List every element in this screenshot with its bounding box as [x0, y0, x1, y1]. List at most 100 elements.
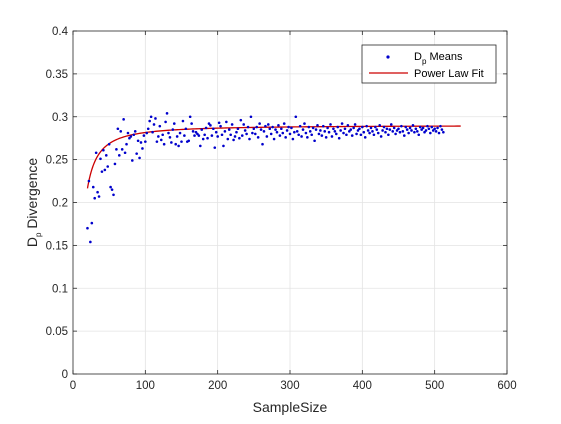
y-axis-label-main: D [24, 237, 40, 247]
data-point [155, 140, 159, 143]
data-point [246, 125, 250, 129]
data-point [400, 124, 403, 128]
data-point [298, 124, 302, 128]
data-point [219, 124, 222, 128]
data-point [115, 148, 118, 151]
data-point [116, 127, 120, 131]
data-point [343, 127, 347, 131]
data-point [368, 131, 371, 135]
data-point [346, 124, 350, 127]
data-point [349, 128, 353, 131]
legend-label-means: Dp Means [414, 51, 463, 66]
data-point [405, 128, 409, 131]
data-point [183, 134, 186, 137]
data-point [413, 130, 416, 134]
x-tick-label: 0 [70, 380, 76, 392]
data-point [414, 127, 418, 131]
data-point [259, 128, 263, 131]
data-point [424, 129, 428, 132]
data-point [267, 123, 270, 126]
data-point [308, 130, 312, 133]
data-point [416, 130, 419, 133]
x-ticks: 0 100 200 300 400 500 600 [70, 31, 517, 392]
data-point [117, 154, 121, 157]
data-point [306, 136, 309, 139]
scatter-points [86, 112, 445, 244]
data-point [233, 135, 237, 138]
data-point [122, 118, 125, 121]
data-point [320, 134, 324, 137]
data-point [194, 130, 198, 134]
data-point [442, 130, 445, 134]
x-tick-label: 600 [497, 380, 516, 392]
data-point [125, 142, 128, 146]
data-point [146, 127, 150, 131]
x-tick-label: 100 [136, 380, 155, 392]
data-point [172, 122, 176, 125]
data-point [238, 136, 241, 140]
data-point [311, 126, 315, 130]
data-point [363, 136, 367, 139]
data-point [174, 142, 178, 146]
data-point [184, 127, 188, 131]
data-point [240, 134, 244, 137]
data-point [291, 137, 295, 141]
fit-layer [86, 125, 461, 189]
data-point [297, 133, 300, 137]
data-point [301, 128, 305, 131]
data-point [164, 120, 167, 124]
data-point [209, 124, 212, 127]
data-point [178, 131, 182, 135]
data-point [402, 134, 406, 137]
legend-label-means-rest: Means [426, 51, 463, 63]
data-point [316, 124, 319, 127]
data-point [175, 135, 179, 138]
data-point [123, 151, 127, 155]
data-point [319, 129, 322, 132]
data-point [132, 133, 136, 137]
data-point [284, 136, 287, 139]
data-point [350, 134, 354, 137]
data-point [352, 126, 355, 130]
y-tick-label: 0.35 [46, 69, 68, 81]
data-point [334, 132, 338, 136]
data-point [103, 168, 107, 172]
data-point [371, 130, 374, 133]
data-point [110, 188, 114, 191]
fit-line [86, 125, 461, 189]
data-point [229, 133, 232, 137]
data-point [339, 129, 342, 132]
data-point [152, 123, 156, 126]
data-point [295, 130, 299, 133]
data-point [109, 185, 112, 189]
data-point [216, 135, 219, 138]
data-point [126, 131, 130, 135]
legend-label-fit: Power Law Fit [414, 68, 484, 80]
data-point [439, 124, 442, 128]
data-point [180, 140, 183, 143]
data-point [436, 126, 439, 130]
data-point [165, 112, 169, 115]
data-point [281, 131, 285, 135]
x-tick-label: 200 [208, 380, 227, 392]
data-point [131, 159, 134, 162]
y-tick-label: 0.4 [52, 26, 69, 38]
data-point [293, 130, 296, 134]
data-point [337, 136, 341, 140]
data-point [382, 125, 386, 129]
data-point [149, 115, 153, 119]
data-point [397, 127, 400, 131]
data-point [158, 124, 162, 128]
data-point [359, 133, 363, 137]
data-point [89, 240, 92, 244]
data-point [423, 130, 426, 134]
data-point [392, 126, 396, 130]
data-point [327, 130, 331, 134]
data-point [282, 122, 286, 125]
data-point [213, 146, 217, 149]
data-point [252, 127, 256, 131]
y-axis-label-rest: Divergence [24, 158, 40, 233]
data-point [87, 179, 91, 183]
data-point [395, 129, 399, 132]
